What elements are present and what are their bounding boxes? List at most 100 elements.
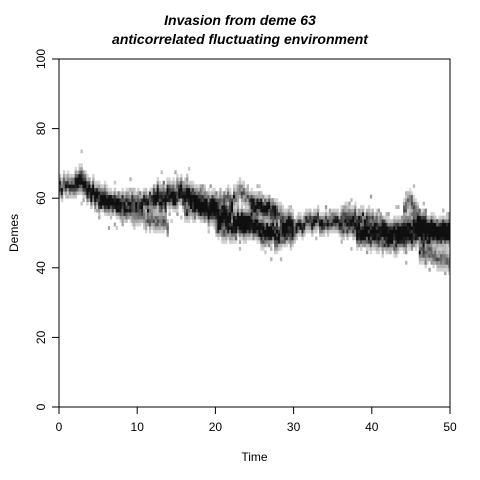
- heatmap-cell: [182, 205, 185, 209]
- heatmap-cell: [428, 246, 431, 251]
- heatmap-cell: [276, 229, 279, 234]
- heatmap-cell: [258, 194, 261, 199]
- heatmap-cell: [363, 239, 367, 244]
- heatmap-cell: [82, 198, 85, 203]
- heatmap-cell: [348, 212, 351, 216]
- heatmap-cell: [215, 222, 218, 227]
- heatmap-cell: [309, 222, 312, 227]
- heatmap-cell: [414, 219, 418, 223]
- heatmap-cell: [231, 236, 234, 241]
- heatmap-cell: [236, 219, 240, 223]
- heatmap-cell: [336, 229, 339, 234]
- heatmap-cell: [178, 191, 181, 196]
- heatmap-cell: [158, 219, 162, 223]
- heatmap-cell: [360, 243, 363, 248]
- y-axis-title: Demes: [7, 214, 21, 252]
- heatmap-cell: [119, 194, 122, 199]
- heatmap-cell: [377, 239, 380, 244]
- heatmap-cell: [266, 201, 269, 206]
- heatmap-cell: [344, 219, 347, 223]
- heatmap-cell: [432, 253, 435, 258]
- heatmap-cell: [186, 208, 189, 213]
- heatmap-cell: [248, 226, 251, 230]
- heatmap-cell: [340, 239, 343, 244]
- heatmap-cell: [98, 201, 101, 206]
- heatmap-cell: [148, 229, 152, 234]
- heatmap-cell: [369, 236, 373, 241]
- heatmap-cell: [233, 194, 236, 199]
- heatmap-cell: [348, 226, 351, 230]
- heatmap-cell: [274, 212, 277, 216]
- heatmap-cell: [107, 226, 111, 230]
- heatmap-cell: [129, 198, 132, 203]
- heatmap-cell: [117, 208, 120, 213]
- heatmap-cell: [432, 219, 435, 223]
- heatmap-cell: [270, 246, 273, 251]
- heatmap-cell: [238, 246, 242, 251]
- heatmap-cell: [264, 250, 267, 255]
- heatmap-cell: [184, 187, 187, 192]
- heatmap-cell: [174, 208, 177, 213]
- heatmap-cell: [254, 215, 257, 220]
- heatmap-cell: [203, 184, 206, 189]
- heatmap-cell: [393, 253, 396, 258]
- heatmap-cell: [86, 201, 89, 206]
- heatmap-cell: [420, 253, 423, 258]
- heatmap-cell: [238, 191, 242, 196]
- heatmap-cell: [405, 229, 408, 234]
- heatmap-cell: [399, 239, 402, 244]
- heatmap-cell: [272, 215, 275, 220]
- heatmap-cell: [283, 222, 287, 227]
- heatmap-cell: [418, 257, 422, 262]
- heatmap-cell: [438, 260, 441, 265]
- heatmap-cell: [158, 222, 162, 227]
- heatmap-cell: [184, 194, 187, 199]
- heatmap-cell: [277, 205, 281, 209]
- heatmap-cell: [217, 212, 220, 216]
- heatmap-cell: [301, 229, 304, 234]
- heatmap-cell: [182, 180, 185, 185]
- heatmap-cell: [307, 219, 310, 223]
- heatmap-cell: [100, 205, 103, 209]
- heatmap-cell: [94, 205, 97, 209]
- heatmap-cell: [436, 260, 439, 265]
- heatmap-cell: [369, 219, 373, 223]
- heatmap-cell: [342, 208, 345, 213]
- heatmap-cell: [174, 180, 177, 185]
- heatmap-cell: [215, 229, 218, 234]
- heatmap-cell: [289, 243, 292, 248]
- heatmap-cell: [436, 222, 439, 227]
- heatmap-cell: [180, 191, 183, 196]
- heatmap-cell: [246, 201, 249, 206]
- heatmap-cell: [250, 226, 253, 230]
- heatmap-cell: [395, 253, 398, 258]
- heatmap-cell: [340, 226, 343, 230]
- heatmap-cell: [156, 201, 160, 206]
- heatmap-cell: [424, 246, 427, 251]
- heatmap-cell: [371, 219, 375, 223]
- heatmap-cell: [164, 194, 167, 199]
- heatmap-cell: [362, 219, 365, 223]
- heatmap-cell: [156, 191, 160, 196]
- heatmap-cell: [180, 184, 183, 189]
- heatmap-cell: [233, 215, 236, 220]
- heatmap-cell: [406, 208, 410, 213]
- heatmap-cell: [98, 212, 101, 216]
- x-tick-label: 10: [131, 420, 145, 434]
- heatmap-cell: [381, 246, 384, 251]
- heatmap-cell: [440, 229, 443, 234]
- heatmap-cell: [276, 219, 279, 223]
- heatmap-cell: [86, 191, 89, 196]
- heatmap-cell: [96, 201, 99, 206]
- heatmap-cell: [362, 212, 365, 216]
- heatmap-cell: [408, 187, 412, 192]
- heatmap-cell: [139, 215, 142, 220]
- heatmap-cell: [143, 212, 146, 216]
- heatmap-cell: [293, 219, 296, 223]
- heatmap-cell: [428, 257, 431, 262]
- heatmap-cell: [160, 226, 163, 230]
- heatmap-cell: [133, 222, 136, 227]
- heatmap-cell: [107, 201, 111, 206]
- heatmap-cell: [242, 215, 246, 220]
- heatmap-cell: [131, 198, 134, 203]
